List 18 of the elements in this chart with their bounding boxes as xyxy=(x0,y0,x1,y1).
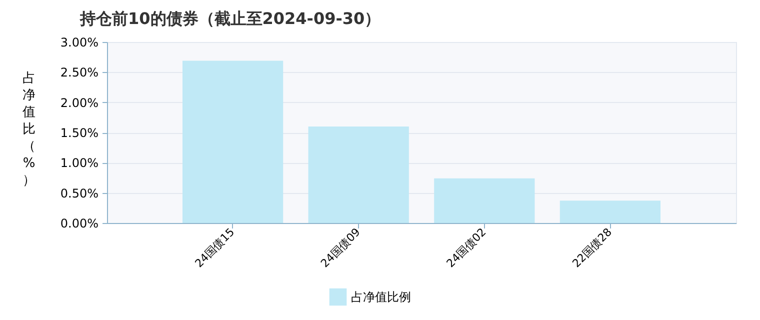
bar xyxy=(560,200,661,223)
bar xyxy=(308,126,409,223)
y-axis-title: 占净值比（%） xyxy=(22,71,36,188)
y-tick-label: 0.50% xyxy=(60,186,98,200)
y-tick-label: 1.50% xyxy=(60,126,98,140)
y-tick-label: 0.00% xyxy=(60,216,98,230)
legend-label: 占净值比例 xyxy=(351,290,411,304)
y-tick-label: 2.50% xyxy=(60,66,98,80)
y-tick-label: 3.00% xyxy=(60,36,98,50)
bar xyxy=(434,178,535,223)
y-tick-label: 1.00% xyxy=(60,156,98,170)
bar xyxy=(182,60,284,223)
chart-title: 持仓前10的债券（截止至2024-09-30） xyxy=(79,9,381,28)
x-tick-label: 24国债02 xyxy=(444,226,489,270)
x-tick-label: 24国债15 xyxy=(192,226,238,270)
x-tick-label: 22国债28 xyxy=(570,226,614,270)
y-tick-label: 2.00% xyxy=(60,96,98,110)
x-tick-label: 24国债09 xyxy=(318,226,363,270)
